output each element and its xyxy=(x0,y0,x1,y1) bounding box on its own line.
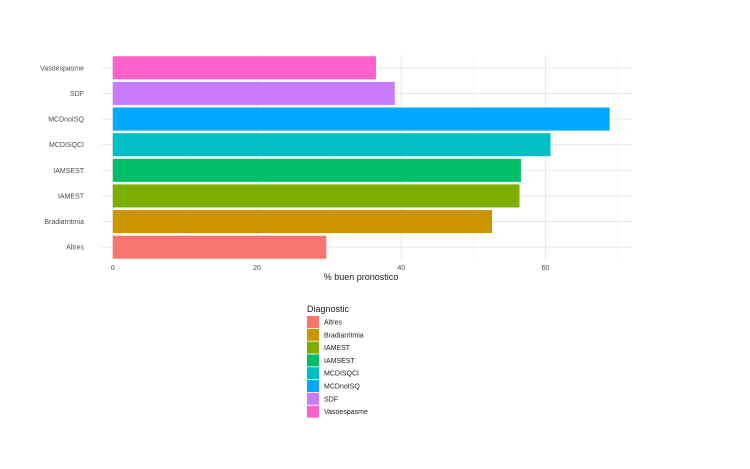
y-tick-label: Bradiarritmia xyxy=(44,219,84,226)
x-tick-labels: 0 20 40 60 xyxy=(111,265,550,272)
legend-title: Diagnostic xyxy=(307,304,350,314)
x-axis-title: % buen pronostico xyxy=(324,272,399,282)
y-tick-label: IAMSEST xyxy=(53,168,84,175)
legend-key xyxy=(307,392,319,405)
legend-key xyxy=(307,316,319,328)
y-tick-labels: Altres Bradiarritmia IAMEST IAMSEST MCDISQCI… xyxy=(40,65,85,251)
legend-key xyxy=(307,354,319,367)
y-tick-label: SDF xyxy=(70,91,84,98)
bars xyxy=(112,56,610,259)
legend-key xyxy=(307,380,319,392)
legend-label: Vasoespasme xyxy=(324,409,368,416)
legend-label: IAMSEST xyxy=(324,358,355,365)
bar-mcdnoisq xyxy=(112,107,610,131)
x-tick-label: 20 xyxy=(253,265,261,272)
legend-label: Altres xyxy=(324,320,342,327)
legend-label: SDF xyxy=(324,396,338,403)
legend-label: MCDISQCI xyxy=(324,371,359,378)
bar-altres xyxy=(112,235,327,259)
x-tick-label: 60 xyxy=(542,265,550,272)
legend: Diagnostic Altres Bradiarritmia IAMEST IAMS… xyxy=(307,304,368,418)
y-tick-label: MCDISQCI xyxy=(49,142,84,149)
bar-vasoespasme xyxy=(112,56,377,80)
legend-label: MCDnoISQ xyxy=(324,384,360,391)
bar-bradiarritmia xyxy=(112,210,493,234)
bar-mcdisqci xyxy=(112,133,551,157)
legend-items: Altres Bradiarritmia IAMEST IAMSEST MCDISQCI… xyxy=(307,316,368,418)
bar-iamsest xyxy=(112,158,521,182)
legend-label: IAMEST xyxy=(324,345,351,352)
x-tick-label: 0 xyxy=(111,265,115,272)
y-tick-label: Altres xyxy=(66,245,84,252)
legend-key xyxy=(307,341,319,354)
legend-key xyxy=(307,405,319,418)
y-tick-label: IAMEST xyxy=(58,193,85,200)
bar-sdf xyxy=(112,81,395,105)
y-tick-label: Vasoespasme xyxy=(40,65,84,72)
y-tick-label: MCDnoISQ xyxy=(48,117,84,124)
legend-key xyxy=(307,367,319,380)
x-tick-label: 40 xyxy=(397,265,405,272)
legend-key xyxy=(307,328,319,341)
bar-iamest xyxy=(112,184,520,208)
legend-label: Bradiarritmia xyxy=(324,332,364,339)
